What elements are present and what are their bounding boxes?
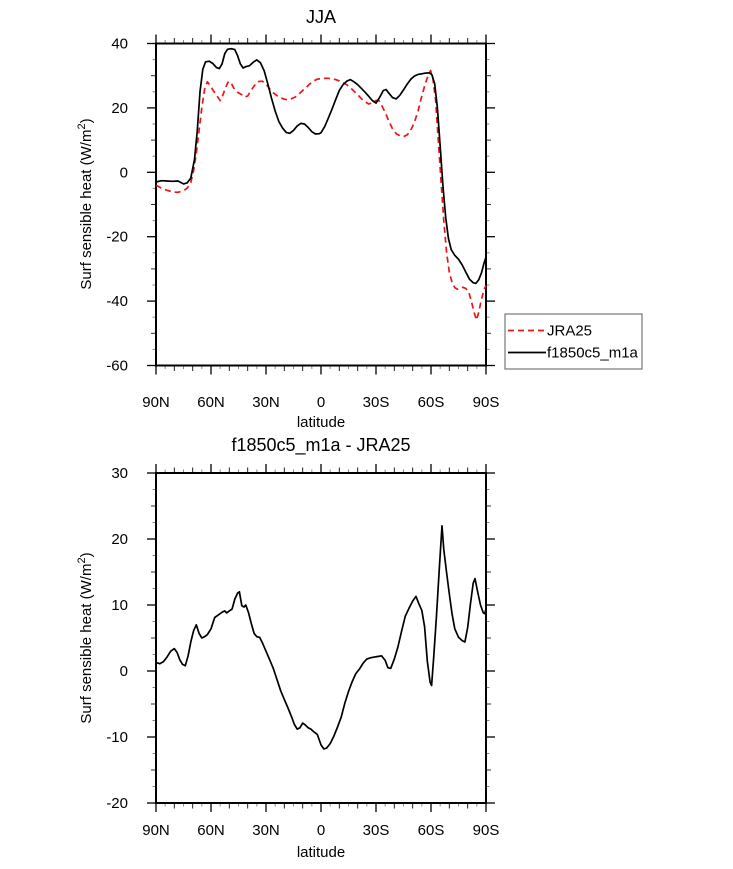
y-tick-label: 0	[120, 663, 128, 680]
x-tick-label: 90N	[142, 394, 170, 411]
y-tick-label: 20	[111, 100, 128, 117]
bottom-y-axis-label-text: Surf sensible heat (W/m	[78, 564, 95, 724]
x-tick-label: 60S	[418, 822, 445, 839]
top-y-axis-label: Surf sensible heat (W/m2)	[76, 118, 95, 289]
bottom-y-axis-label-sup: 2	[76, 557, 88, 563]
x-tick-label: 30N	[252, 822, 280, 839]
bottom-chart: 90N 60N 30N 0 30S 60S 90S 30 20 10 0 -10 -20	[106, 464, 499, 839]
x-tick-label: 60N	[197, 822, 225, 839]
x-tick-label: 60S	[418, 394, 445, 411]
x-tick-label: 90S	[473, 822, 500, 839]
legend-label-jra25: JRA25	[547, 323, 592, 340]
legend: JRA25 f1850c5_m1a	[504, 313, 643, 370]
bottom-y-axis-label: Surf sensible heat (W/m2)	[76, 552, 95, 723]
top-x-axis-label: latitude	[297, 414, 345, 431]
y-tick-label: -60	[106, 358, 128, 375]
legend-box	[504, 313, 643, 370]
y-tick-label: -10	[106, 729, 128, 746]
top-y-axis-label-close: )	[78, 118, 95, 123]
top-chart-title: JJA	[306, 7, 336, 27]
x-tick-label: 30S	[363, 394, 390, 411]
x-tick-label: 90S	[473, 394, 500, 411]
diff-plot-frame	[155, 472, 487, 804]
y-tick-label: -20	[106, 795, 128, 812]
legend-label-f1850c5-m1a: f1850c5_m1a	[547, 345, 639, 362]
y-tick-label: 30	[111, 465, 128, 482]
y-tick-label: -20	[106, 229, 128, 246]
y-tick-label: 0	[120, 164, 128, 181]
series-jra25	[155, 69, 487, 321]
bottom-chart-title: f1850c5_m1a - JRA25	[231, 435, 410, 456]
y-tick-label: 20	[111, 531, 128, 548]
y-tick-label: 40	[111, 36, 128, 53]
top-y-axis-label-text: Surf sensible heat (W/m	[78, 130, 95, 290]
jja-plot-frame	[155, 42, 487, 367]
series-f1850c5-m1a-jra25	[155, 524, 487, 750]
top-y-axis-label-sup: 2	[76, 123, 88, 129]
top-chart: 90N 60N 30N 0 30S 60S 90S 40 20 0 -20 -40 -60	[106, 34, 500, 411]
x-tick-label: 60N	[197, 394, 225, 411]
x-tick-label: 0	[317, 822, 325, 839]
x-tick-label: 90N	[142, 822, 170, 839]
x-tick-label: 0	[317, 394, 325, 411]
x-tick-label: 30S	[363, 822, 390, 839]
jja-ticks	[147, 34, 495, 375]
y-tick-label: -40	[106, 293, 128, 310]
y-tick-label: 10	[111, 597, 128, 614]
x-tick-label: 30N	[252, 394, 280, 411]
diff-ticks	[147, 464, 495, 812]
series-f1850c5-m1a	[155, 47, 487, 285]
bottom-x-axis-label: latitude	[297, 844, 345, 861]
bottom-y-axis-label-close: )	[78, 552, 95, 557]
